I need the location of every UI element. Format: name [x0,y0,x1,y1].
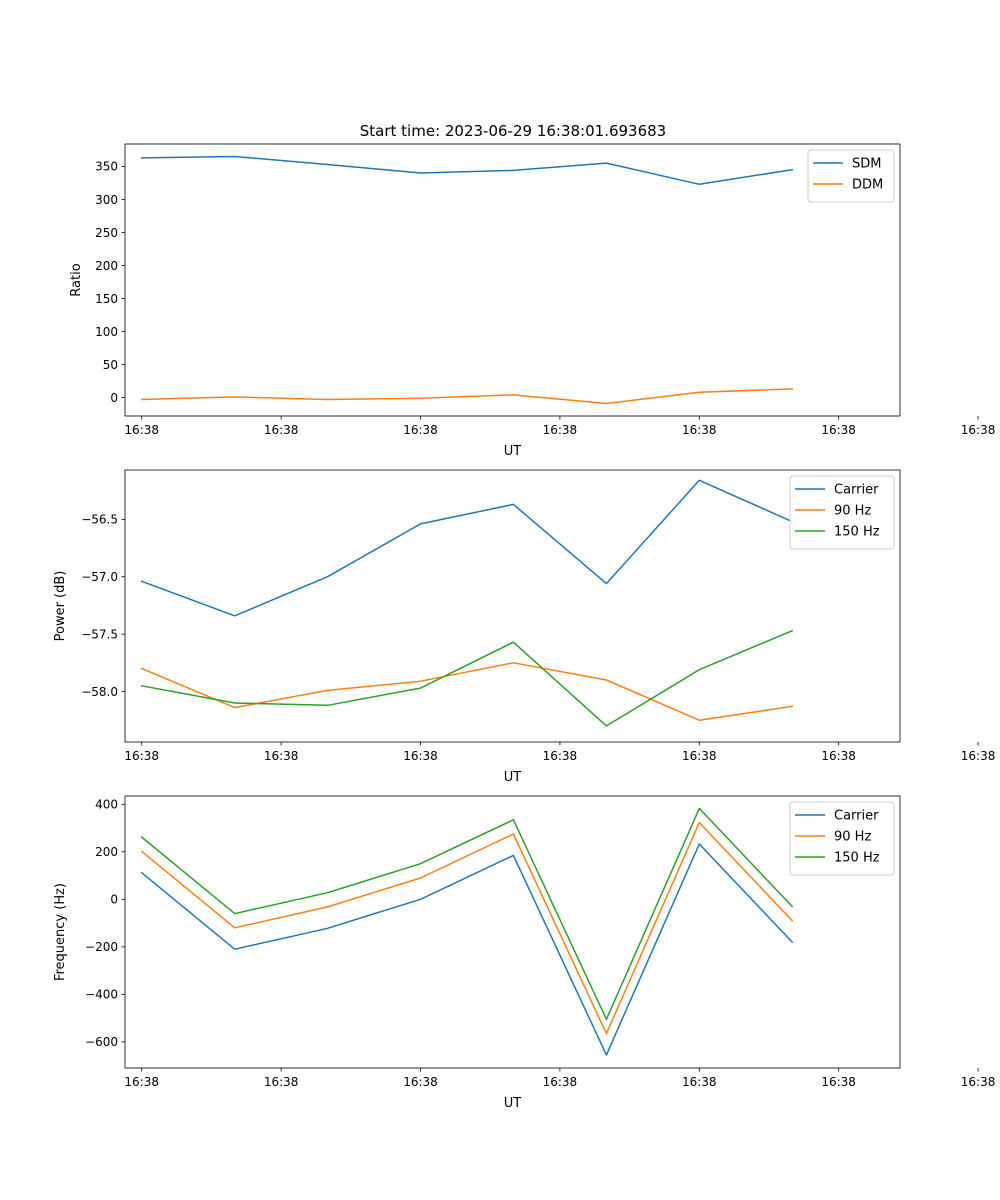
legend-label: 90 Hz [834,830,871,845]
y-tick-label: 300 [95,193,118,207]
x-tick-label: 16:38 [682,749,717,763]
series-line-1 [140,155,794,186]
y-tick-label: −57.0 [81,570,118,584]
x-tick-label: 16:38 [821,749,856,763]
chart-title: Start time: 2023-06-29 16:38:01.693683 [360,122,666,140]
y-tick-label: 200 [95,259,118,273]
y-tick-label: 150 [95,292,118,306]
y-tick-label: 350 [95,160,118,174]
plot-frame [124,795,901,1069]
x-axis-label: UT [504,1096,522,1111]
y-tick-label: −56.5 [81,513,118,527]
legend-label: DDM [852,178,883,193]
legend-label: SDM [852,157,881,172]
y-axis-label: Ratio [69,263,84,296]
x-tick-label: 16:38 [403,423,438,437]
x-axis-label: UT [504,444,522,459]
plot-frame [124,143,901,417]
y-axis-label: Power (dB) [53,571,68,642]
panel-3: 16:38 16:38 16:38 16:38 16:38 16:38 16:38 −600 −… [53,795,996,1111]
panel-2: 16:38 16:38 16:38 16:38 16:38 16:38 16:38 −58.0… [53,469,996,785]
y-tick-label: 200 [95,845,118,859]
x-tick-label: 16:38 [124,1075,159,1089]
series-line-2 [140,662,794,721]
series-line-2 [140,388,793,405]
series-line-1 [140,843,794,1056]
panels: 16:38 16:38 16:38 16:38 16:38 16:38 16:38 0 50 10… [53,143,996,1111]
y-tick-label: 100 [95,325,118,339]
legend-label: 150 Hz [834,851,880,866]
x-tick-label: 16:38 [821,1075,856,1089]
legend-label: Carrier [834,809,879,824]
x-tick-label: 16:38 [682,1075,717,1089]
y-tick-label: −58.0 [81,685,118,699]
x-tick-label: 16:38 [961,749,996,763]
y-axis-label: Frequency (Hz) [53,883,68,981]
x-tick-label: 16:38 [403,1075,438,1089]
x-tick-label: 16:38 [682,423,717,437]
legend-label: 150 Hz [834,525,880,540]
x-tick-label: 16:38 [124,749,159,763]
y-tick-label: −200 [85,940,118,954]
y-tick-label: 0 [110,893,118,907]
plot-frame [124,469,901,743]
y-tick-label: 0 [110,391,118,405]
panel-1: 16:38 16:38 16:38 16:38 16:38 16:38 16:38 0 50 10… [69,143,996,459]
x-axis-label: UT [504,770,522,785]
y-tick-label: 250 [95,226,118,240]
x-tick-label: 16:38 [124,423,159,437]
y-tick-label: 400 [95,798,118,812]
x-tick-label: 16:38 [264,423,299,437]
x-tick-label: 16:38 [264,1075,299,1089]
legend: Carrier 90 Hz 150 Hz [789,475,895,550]
x-tick-label: 16:38 [961,1075,996,1089]
x-tick-label: 16:38 [961,423,996,437]
x-tick-label: 16:38 [821,423,856,437]
series-line-1 [140,479,794,617]
y-tick-label: −600 [85,1035,118,1049]
series-line-2 [140,821,794,1035]
x-tick-label: 16:38 [543,423,578,437]
y-tick-label: −400 [85,988,118,1002]
legend: SDM DDM [807,149,895,203]
x-tick-label: 16:38 [264,749,299,763]
x-tick-label: 16:38 [403,749,438,763]
series-line-3 [140,629,794,727]
legend: Carrier 90 Hz 150 Hz [789,801,895,876]
x-tick-label: 16:38 [543,1075,578,1089]
legend-label: 90 Hz [834,504,871,519]
x-tick-label: 16:38 [543,749,578,763]
series-line-3 [140,807,794,1021]
y-tick-label: 50 [103,358,118,372]
legend-label: Carrier [834,483,879,498]
y-tick-label: −57.5 [81,627,118,641]
